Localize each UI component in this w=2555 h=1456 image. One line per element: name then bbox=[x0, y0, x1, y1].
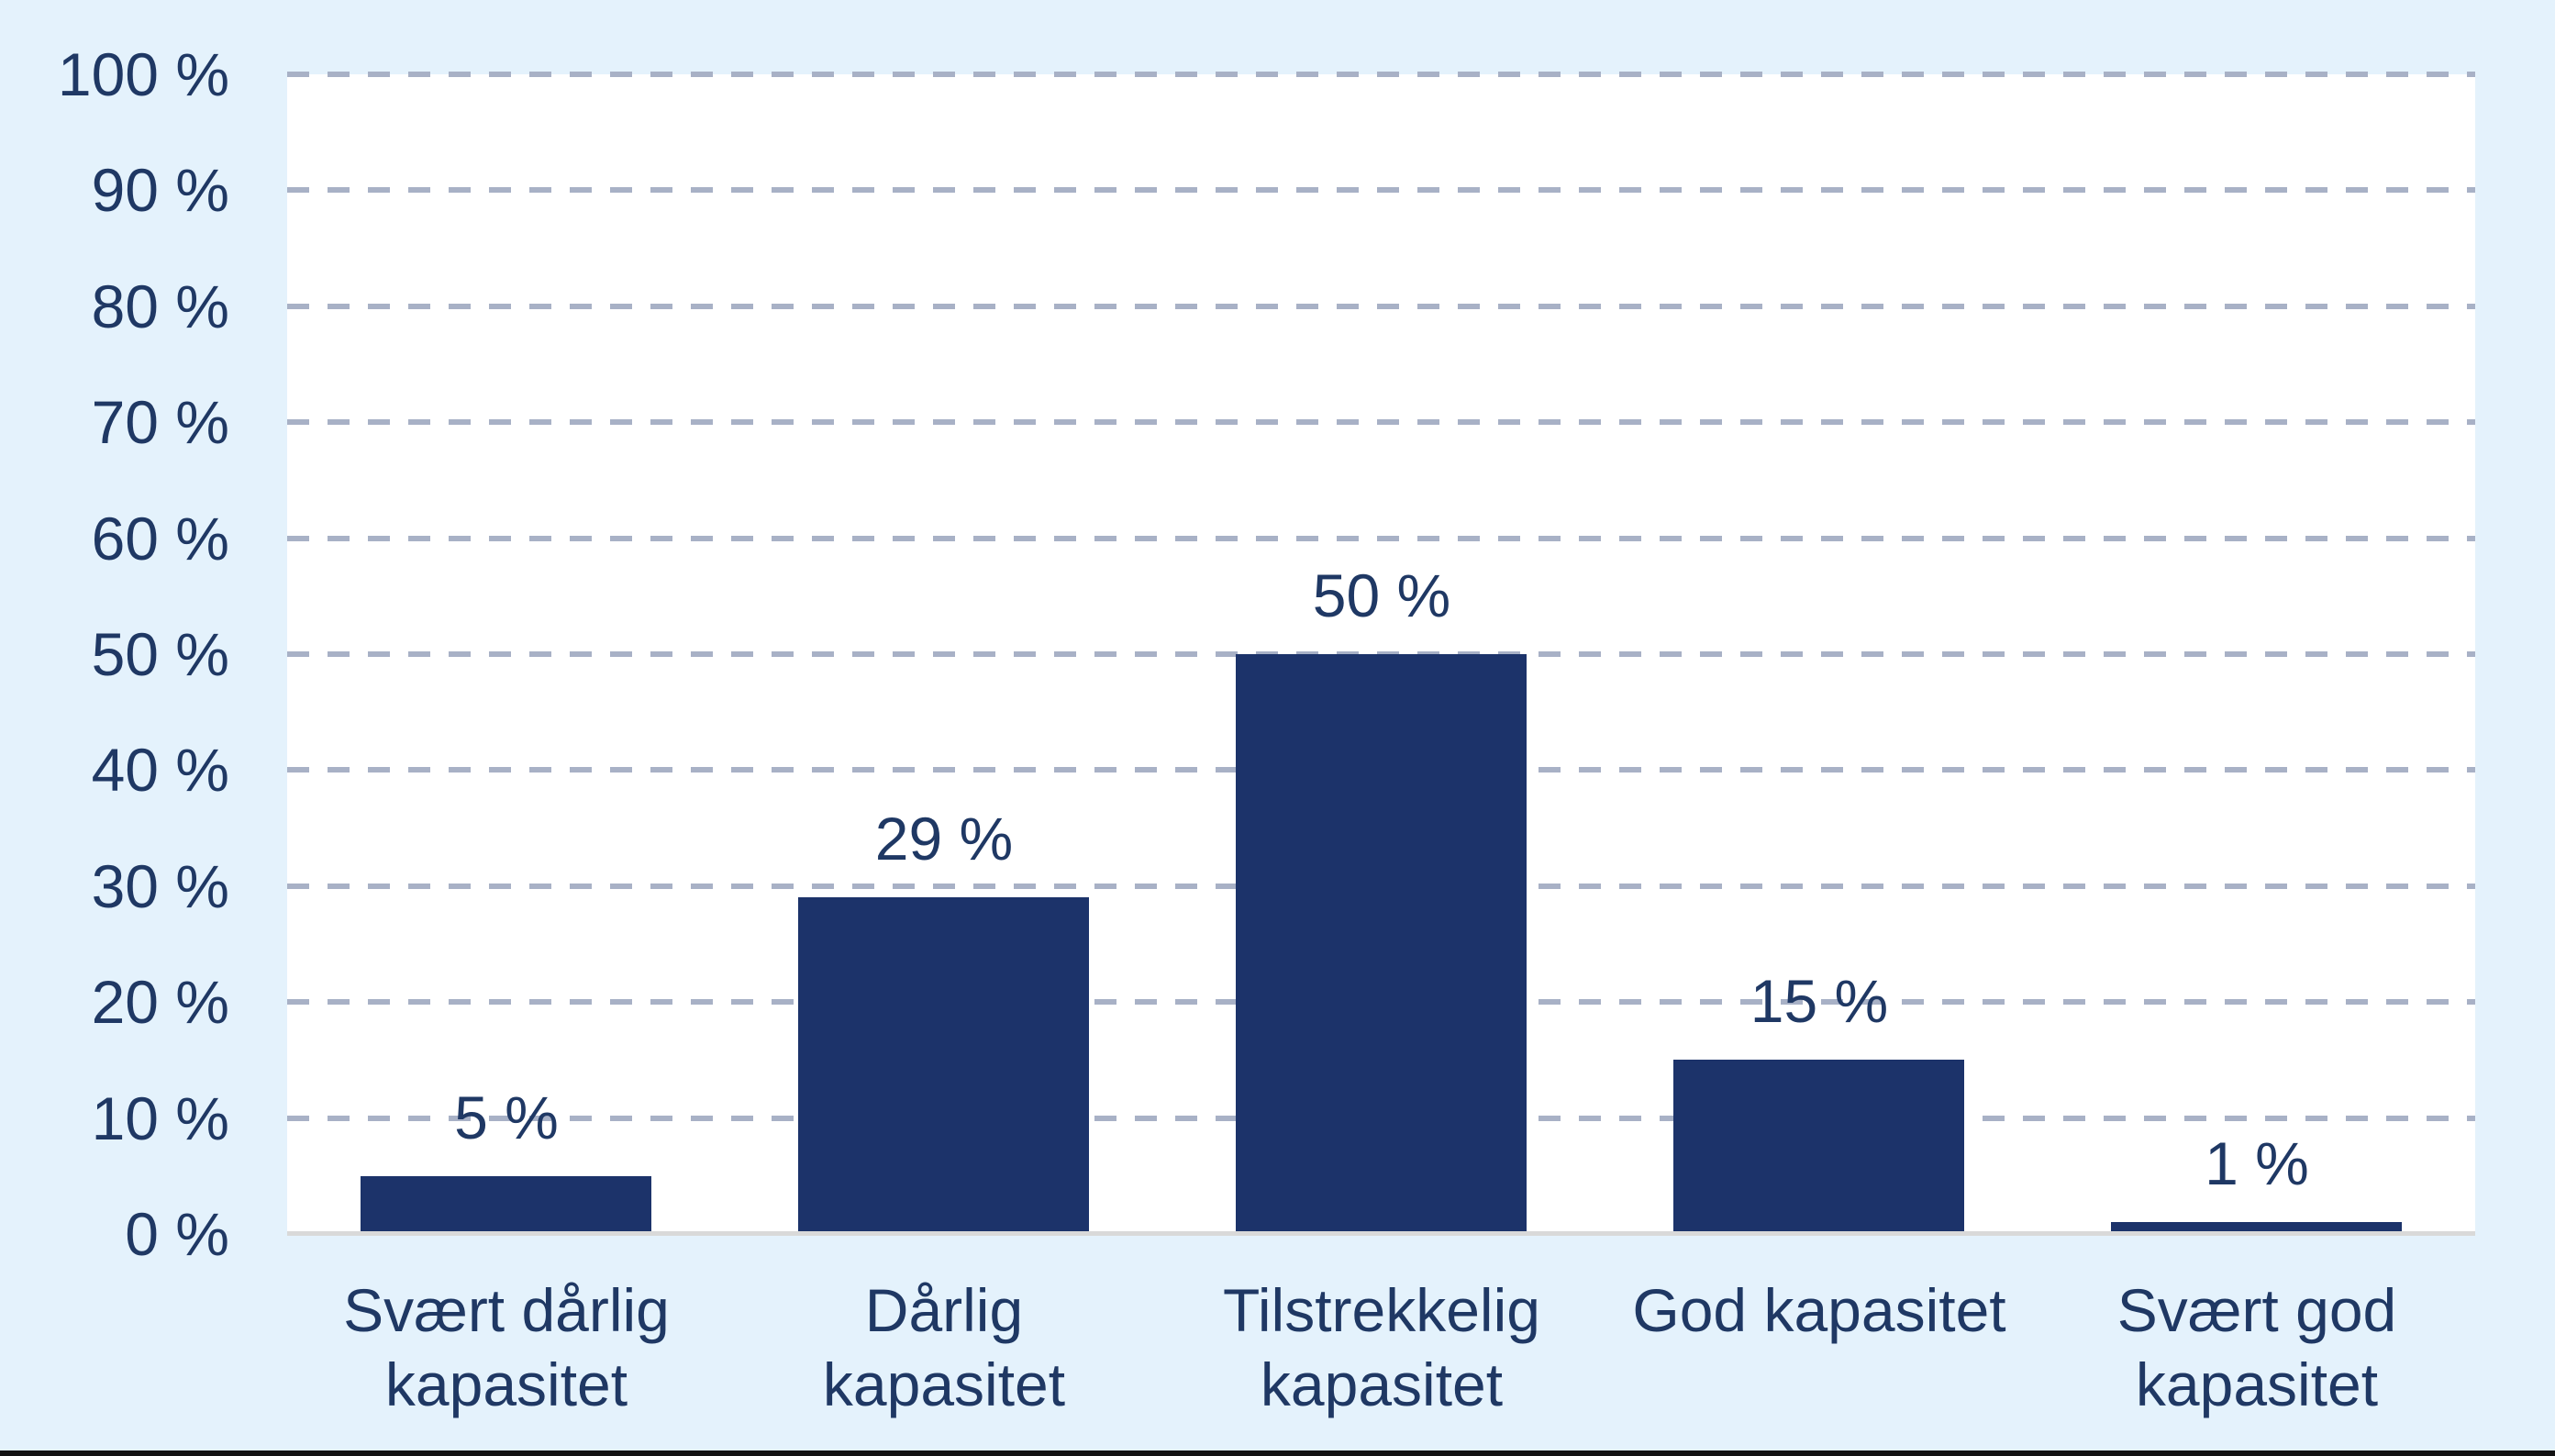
bar-value-label-svært-god-kapasitet: 1 % bbox=[2205, 1129, 2309, 1197]
gridline-80-percent bbox=[287, 303, 2475, 309]
page-bottom-border bbox=[0, 1450, 2555, 1456]
x-axis-label-line: kapasitet bbox=[1260, 1350, 1504, 1418]
gridline-60-percent bbox=[287, 535, 2475, 541]
plot-area: 5 % 29 % 50 % 15 % 1 % bbox=[287, 72, 2475, 1236]
bar-value-label-dårlig-kapasitet: 29 % bbox=[874, 805, 1014, 872]
y-axis-label-100-percent: 100 % bbox=[57, 40, 229, 108]
gridline-90-percent bbox=[287, 187, 2475, 194]
bar-tilstrekkelig-kapasitet bbox=[1236, 654, 1527, 1234]
y-axis-label-60-percent: 60 % bbox=[91, 505, 229, 572]
bar-god-kapasitet bbox=[1673, 1060, 1964, 1234]
y-axis-label-50-percent: 50 % bbox=[91, 620, 229, 688]
x-axis-label-svært-dårlig-kapasitet: Svært dårlig kapasitet bbox=[231, 1273, 782, 1422]
bar-value-label-god-kapasitet: 15 % bbox=[1750, 967, 1889, 1035]
x-axis-label-dårlig-kapasitet: Dårlig kapasitet bbox=[669, 1273, 1219, 1422]
x-axis-label-svært-god-kapasitet: Svært god kapasitet bbox=[1982, 1273, 2532, 1422]
x-axis-label-line: kapasitet bbox=[384, 1350, 628, 1418]
x-axis-label-god-kapasitet: God kapasitet bbox=[1544, 1273, 2094, 1348]
x-axis-label-line: Svært dårlig bbox=[343, 1276, 670, 1344]
bar-value-label-svært-dårlig-kapasitet: 5 % bbox=[454, 1084, 559, 1151]
bar-svært-god-kapasitet bbox=[2111, 1222, 2402, 1234]
x-axis-label-line: Dårlig bbox=[864, 1276, 1024, 1344]
y-axis-label-80-percent: 80 % bbox=[91, 272, 229, 340]
bar-dårlig-kapasitet bbox=[798, 897, 1089, 1234]
x-axis-label-line: kapasitet bbox=[822, 1350, 1066, 1418]
y-axis-label-20-percent: 20 % bbox=[91, 968, 229, 1036]
x-axis-label-line: Svært god bbox=[2116, 1276, 2397, 1344]
gridline-70-percent bbox=[287, 419, 2475, 426]
y-axis-label-0-percent: 0 % bbox=[125, 1200, 229, 1268]
x-axis-label-line: God kapasitet bbox=[1632, 1276, 2006, 1344]
x-axis-line bbox=[287, 1231, 2475, 1236]
x-axis-label-line: kapasitet bbox=[2135, 1350, 2379, 1418]
y-axis-label-10-percent: 10 % bbox=[91, 1084, 229, 1152]
x-axis-label-tilstrekkelig-kapasitet: Tilstrekkelig kapasitet bbox=[1106, 1273, 1657, 1422]
y-axis-label-30-percent: 30 % bbox=[91, 852, 229, 920]
bar-value-label-tilstrekkelig-kapasitet: 50 % bbox=[1312, 561, 1451, 629]
x-axis-label-line: Tilstrekkelig bbox=[1223, 1276, 1540, 1344]
bar-svært-dårlig-kapasitet bbox=[361, 1176, 651, 1234]
y-axis-label-90-percent: 90 % bbox=[91, 156, 229, 224]
y-axis-label-40-percent: 40 % bbox=[91, 736, 229, 804]
gridline-100-percent bbox=[287, 72, 2475, 77]
y-axis-label-70-percent: 70 % bbox=[91, 388, 229, 456]
